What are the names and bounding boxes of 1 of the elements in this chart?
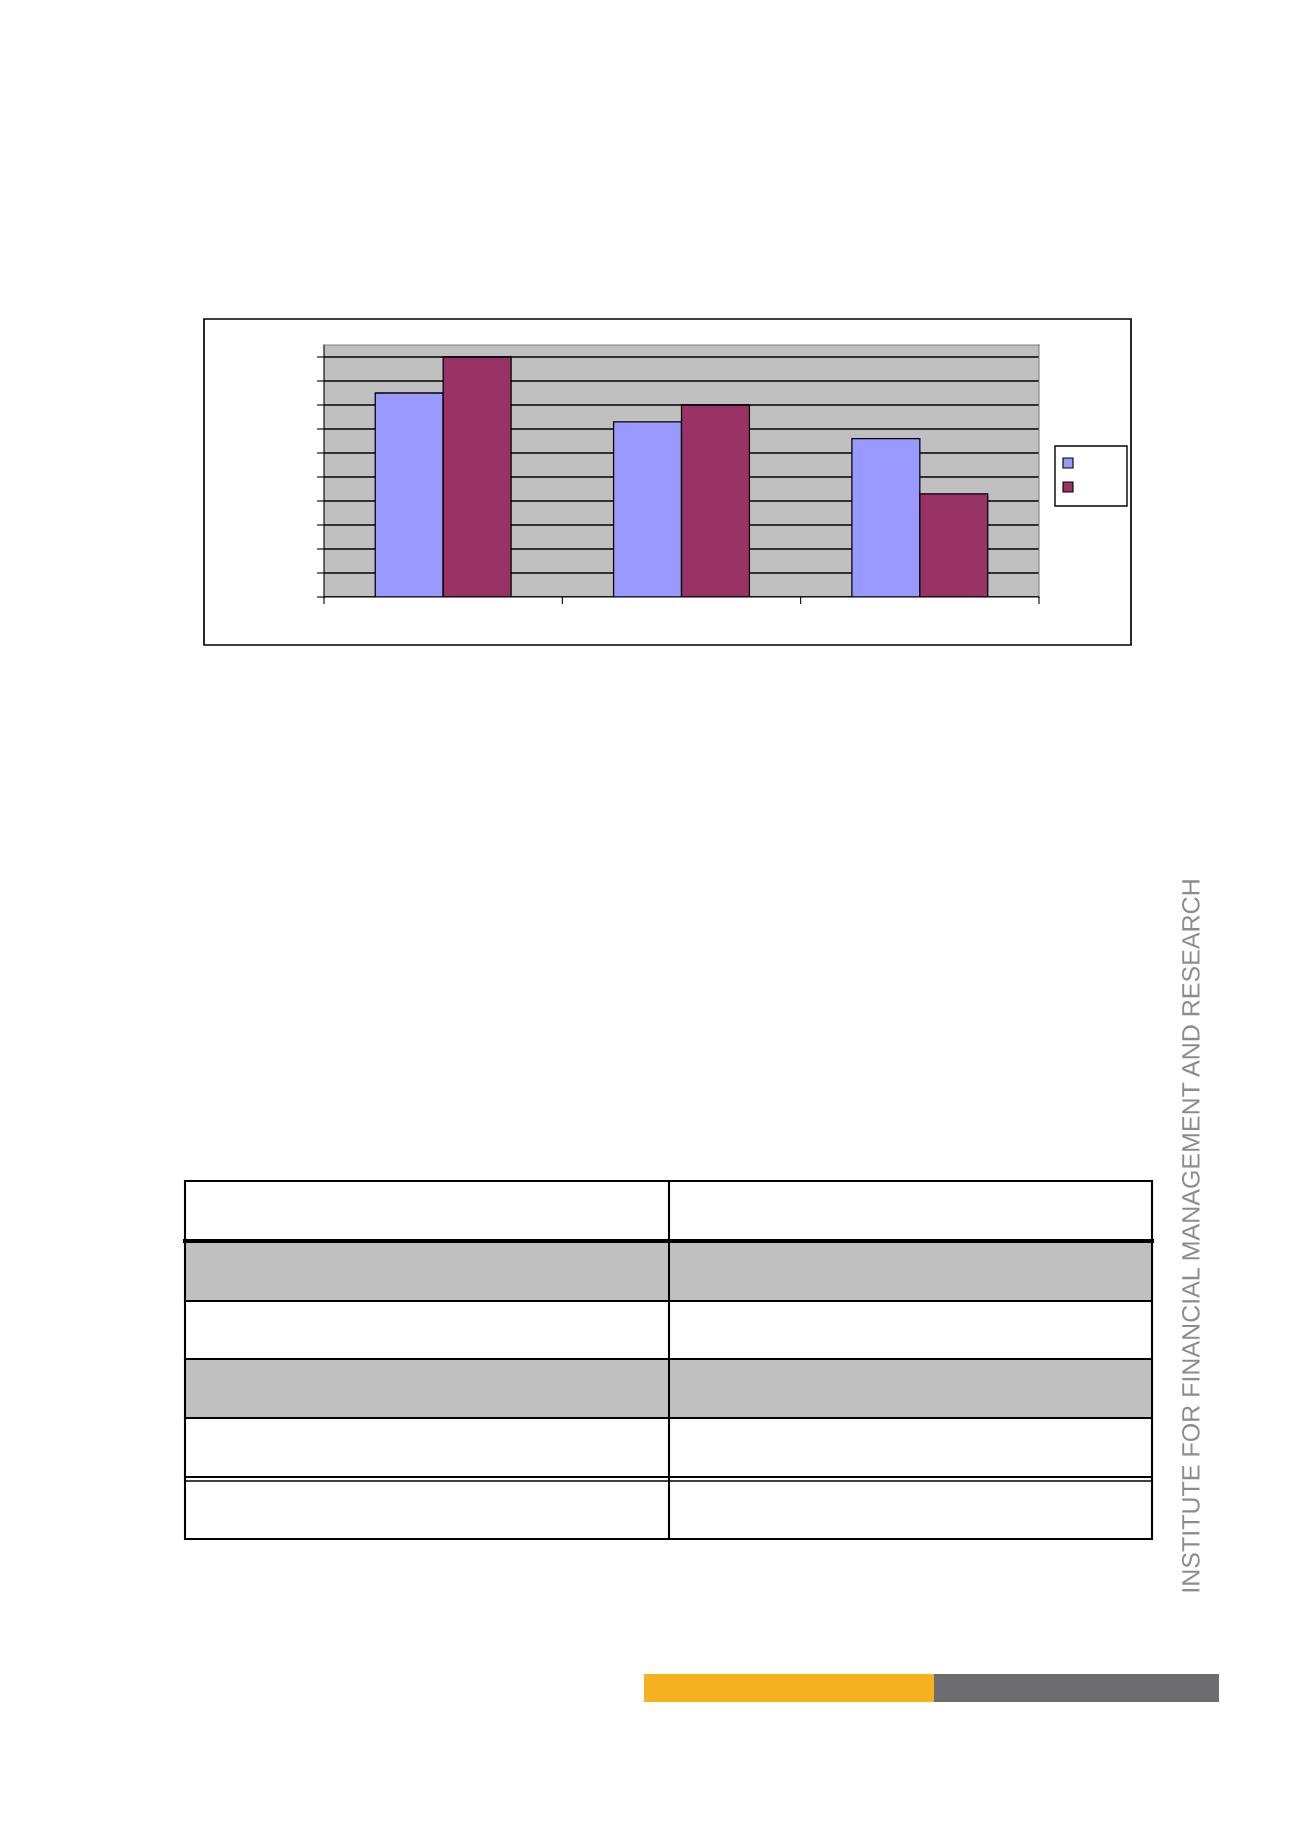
text: INSTITUTE FOR FINANCIAL MANAGEMENT AND RESEARCH: [1182, 880, 1200, 1592]
